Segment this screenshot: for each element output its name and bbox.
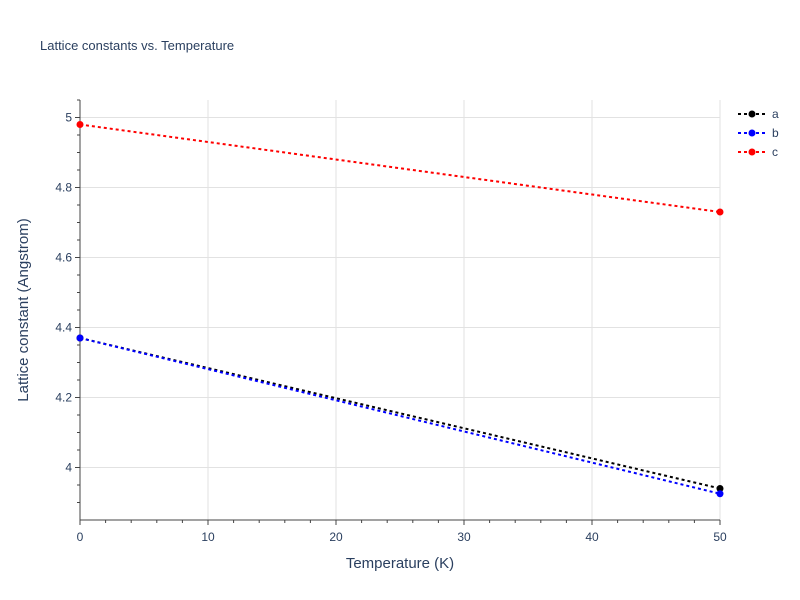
y-axis-title: Lattice constant (Angstrom) [15, 218, 32, 401]
grid [80, 100, 721, 520]
legend-marker-b [748, 129, 756, 137]
legend-label-a: a [772, 107, 779, 121]
y-tick-label: 4 [65, 461, 72, 475]
x-tick-label: 10 [201, 530, 215, 544]
data-point-c [76, 121, 84, 128]
legend[interactable]: abc [738, 107, 779, 159]
series-line-b [79, 337, 721, 495]
x-tick-label: 30 [457, 530, 471, 544]
chart-title: Lattice constants vs. Temperature [40, 38, 234, 53]
legend-label-c: c [772, 145, 778, 159]
x-tick-label: 0 [77, 530, 84, 544]
data-point-a [716, 485, 724, 492]
x-tick-label: 40 [585, 530, 599, 544]
x-tick-label: 20 [329, 530, 343, 544]
data-point-b [716, 490, 724, 498]
legend-label-b: b [772, 126, 779, 140]
y-tick-label: 4.4 [55, 321, 72, 335]
series-line-c [79, 123, 721, 213]
y-tick-label: 4.2 [55, 391, 72, 405]
x-tick-label: 50 [713, 530, 727, 544]
series-group [76, 121, 724, 498]
legend-item-b[interactable]: b [738, 126, 779, 140]
x-axis-title: Temperature (K) [346, 555, 454, 572]
y-tick-label: 4.8 [55, 181, 72, 195]
legend-marker-c [748, 148, 756, 156]
data-point-c [716, 208, 724, 216]
legend-marker-a [748, 110, 756, 118]
axes: 0 10 20 30 40 50 4 4.2 4.4 4.6 4.8 5 [55, 99, 727, 544]
y-tick-label: 4.6 [55, 251, 72, 265]
legend-item-a[interactable]: a [738, 107, 779, 121]
y-tick-label: 5 [65, 111, 72, 125]
data-point-b [76, 334, 84, 342]
legend-item-c[interactable]: c [738, 145, 778, 159]
